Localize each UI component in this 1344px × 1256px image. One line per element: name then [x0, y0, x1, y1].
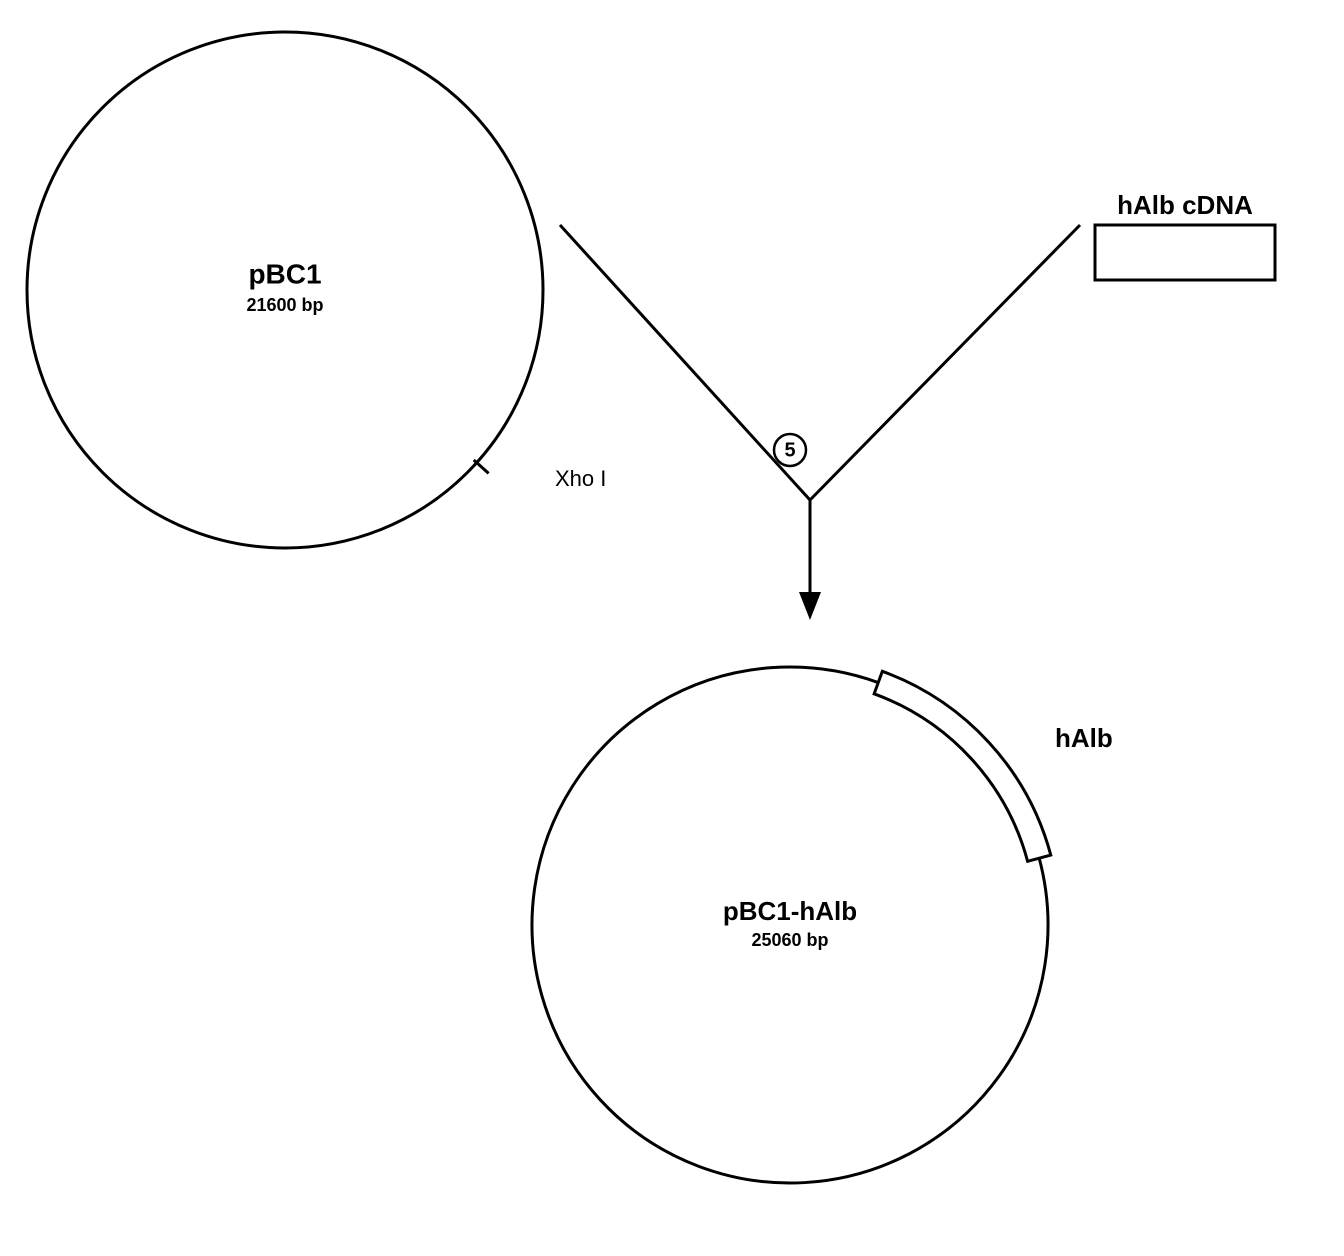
- halb-cdna-label: hAlb cDNA: [1117, 190, 1253, 220]
- plasmid-pbc1-size: 21600 bp: [246, 295, 323, 315]
- merge-line-left: [560, 225, 810, 500]
- xhoi-label: Xho I: [555, 466, 606, 491]
- plasmid-pbc1-circle: [27, 32, 543, 548]
- plasmid-pbc1halb-insert-label: hAlb: [1055, 723, 1113, 753]
- plasmid-pbc1halb-insert: [874, 671, 1051, 861]
- plasmid-pbc1halb-name: pBC1-hAlb: [723, 896, 857, 926]
- halb-cdna-box: [1095, 225, 1275, 280]
- arrow-head-icon: [799, 592, 821, 620]
- merge-line-right: [810, 225, 1080, 500]
- xhoi-tick: [474, 460, 489, 473]
- plasmid-pbc1-name: pBC1: [248, 258, 321, 289]
- step-marker-number: 5: [784, 439, 795, 461]
- plasmid-pbc1halb-size: 25060 bp: [751, 930, 828, 950]
